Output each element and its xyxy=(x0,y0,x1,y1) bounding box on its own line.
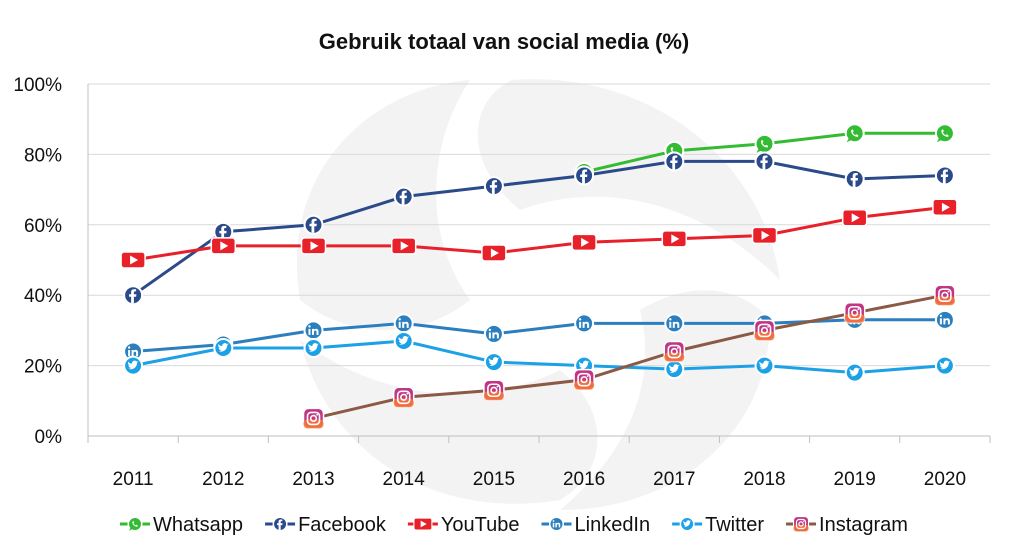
data-point-twitter xyxy=(754,355,775,376)
data-point-whatsapp xyxy=(844,123,865,144)
data-point-instagram xyxy=(843,302,866,324)
data-point-facebook xyxy=(303,214,324,235)
data-point-twitter xyxy=(844,362,865,383)
data-point-facebook xyxy=(483,176,504,197)
data-point-facebook xyxy=(664,151,685,172)
watermark-shape xyxy=(296,80,470,330)
x-tick-label: 2017 xyxy=(653,469,695,490)
series-line-youtube xyxy=(132,205,946,262)
watermark-shape xyxy=(300,340,598,504)
y-tick-label: 80% xyxy=(24,145,62,166)
chart-title: Gebruik totaal van social media (%) xyxy=(319,29,689,54)
gridlines xyxy=(88,83,990,367)
x-tick-label: 2014 xyxy=(383,469,426,490)
y-axis-tick-labels: 0% 20% 40% 60% 80% 100% xyxy=(13,75,62,448)
legend-label: Whatsapp xyxy=(153,514,243,536)
y-tick-label: 0% xyxy=(35,427,63,448)
x-tick-label: 2020 xyxy=(924,469,966,490)
series-line-twitter xyxy=(132,339,946,375)
y-tick-label: 40% xyxy=(24,286,62,307)
series-line-instagram xyxy=(313,293,946,420)
data-point-facebook xyxy=(754,151,775,172)
whatsapp-icon xyxy=(127,516,143,532)
data-point-instagram xyxy=(934,284,956,306)
data-point-instagram xyxy=(663,340,686,363)
data-point-instagram xyxy=(483,379,505,401)
data-point-facebook xyxy=(844,169,865,190)
data-point-youtube xyxy=(120,251,146,269)
legend-item-youtube: YouTube xyxy=(407,514,520,536)
legend-item-linkedin: LinkedIn xyxy=(541,514,651,536)
instagram-icon xyxy=(792,515,810,533)
axes xyxy=(87,84,991,443)
linkedin-icon xyxy=(549,516,564,532)
x-axis-tick-labels: 2011 2012 2013 2014 2015 2016 2017 2018 2019 2020 xyxy=(113,469,966,490)
data-point-facebook xyxy=(574,165,595,186)
series-line-facebook xyxy=(132,159,945,297)
legend-item-instagram: Instagram xyxy=(786,514,908,536)
legend-label: Instagram xyxy=(819,514,908,536)
legend-label: Twitter xyxy=(705,514,764,536)
data-point-whatsapp xyxy=(934,123,955,144)
data-point-linkedin xyxy=(393,313,414,334)
data-point-linkedin xyxy=(664,313,685,334)
data-point-youtube xyxy=(390,237,417,255)
legend-label: Facebook xyxy=(298,514,387,536)
data-point-twitter xyxy=(123,355,144,376)
data-point-whatsapp xyxy=(754,133,775,154)
y-tick-label: 100% xyxy=(13,75,62,96)
data-point-facebook xyxy=(934,165,955,186)
y-tick-label: 20% xyxy=(24,357,62,378)
data-point-instagram xyxy=(573,368,595,391)
data-point-linkedin xyxy=(934,309,955,330)
background-watermark xyxy=(296,79,780,510)
watermark-shape xyxy=(560,290,770,510)
data-point-instagram xyxy=(392,386,415,409)
x-tick-label: 2016 xyxy=(563,469,605,490)
watermark-shape xyxy=(477,79,780,281)
data-point-youtube xyxy=(932,198,958,216)
data-point-twitter xyxy=(664,359,685,380)
data-point-youtube xyxy=(481,244,507,262)
legend-label: LinkedIn xyxy=(575,514,651,536)
data-point-twitter xyxy=(303,338,324,358)
youtube-icon xyxy=(413,517,433,531)
data-point-linkedin xyxy=(303,320,324,341)
x-tick-label: 2013 xyxy=(292,469,334,490)
data-point-youtube xyxy=(210,237,237,255)
data-point-twitter xyxy=(483,352,504,373)
data-point-twitter xyxy=(393,330,414,351)
legend-item-twitter: Twitter xyxy=(672,514,764,536)
legend-item-whatsapp: Whatsapp xyxy=(120,514,243,536)
data-point-youtube xyxy=(300,237,327,255)
x-tick-label: 2015 xyxy=(473,469,515,490)
data-point-youtube xyxy=(571,233,597,252)
data-point-instagram xyxy=(753,319,776,342)
data-point-facebook xyxy=(393,186,414,207)
legend-label: YouTube xyxy=(441,514,520,536)
data-point-linkedin xyxy=(123,341,144,362)
x-tick-label: 2011 xyxy=(113,469,154,490)
legend: Whatsapp Facebook YouTube LinkedIn Twitter In… xyxy=(120,514,908,536)
data-point-youtube xyxy=(751,226,778,245)
x-tick-label: 2018 xyxy=(743,469,785,490)
x-tick-label: 2019 xyxy=(834,469,876,490)
facebook-icon xyxy=(272,516,288,532)
data-point-facebook xyxy=(123,285,144,306)
data-point-youtube xyxy=(661,230,688,248)
series-markers xyxy=(120,123,958,430)
data-point-twitter xyxy=(213,338,234,358)
data-point-linkedin xyxy=(574,313,595,334)
data-point-twitter xyxy=(934,355,955,376)
y-tick-label: 60% xyxy=(24,216,62,237)
data-point-youtube xyxy=(841,209,868,227)
data-point-instagram xyxy=(302,407,325,430)
twitter-icon xyxy=(679,516,695,532)
x-tick-label: 2012 xyxy=(202,469,244,490)
legend-item-facebook: Facebook xyxy=(265,514,387,536)
data-point-linkedin xyxy=(483,323,504,344)
